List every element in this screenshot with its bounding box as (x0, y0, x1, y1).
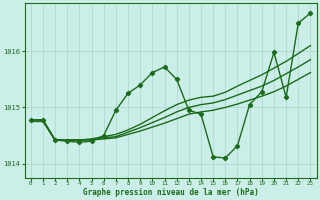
X-axis label: Graphe pression niveau de la mer (hPa): Graphe pression niveau de la mer (hPa) (83, 188, 259, 197)
